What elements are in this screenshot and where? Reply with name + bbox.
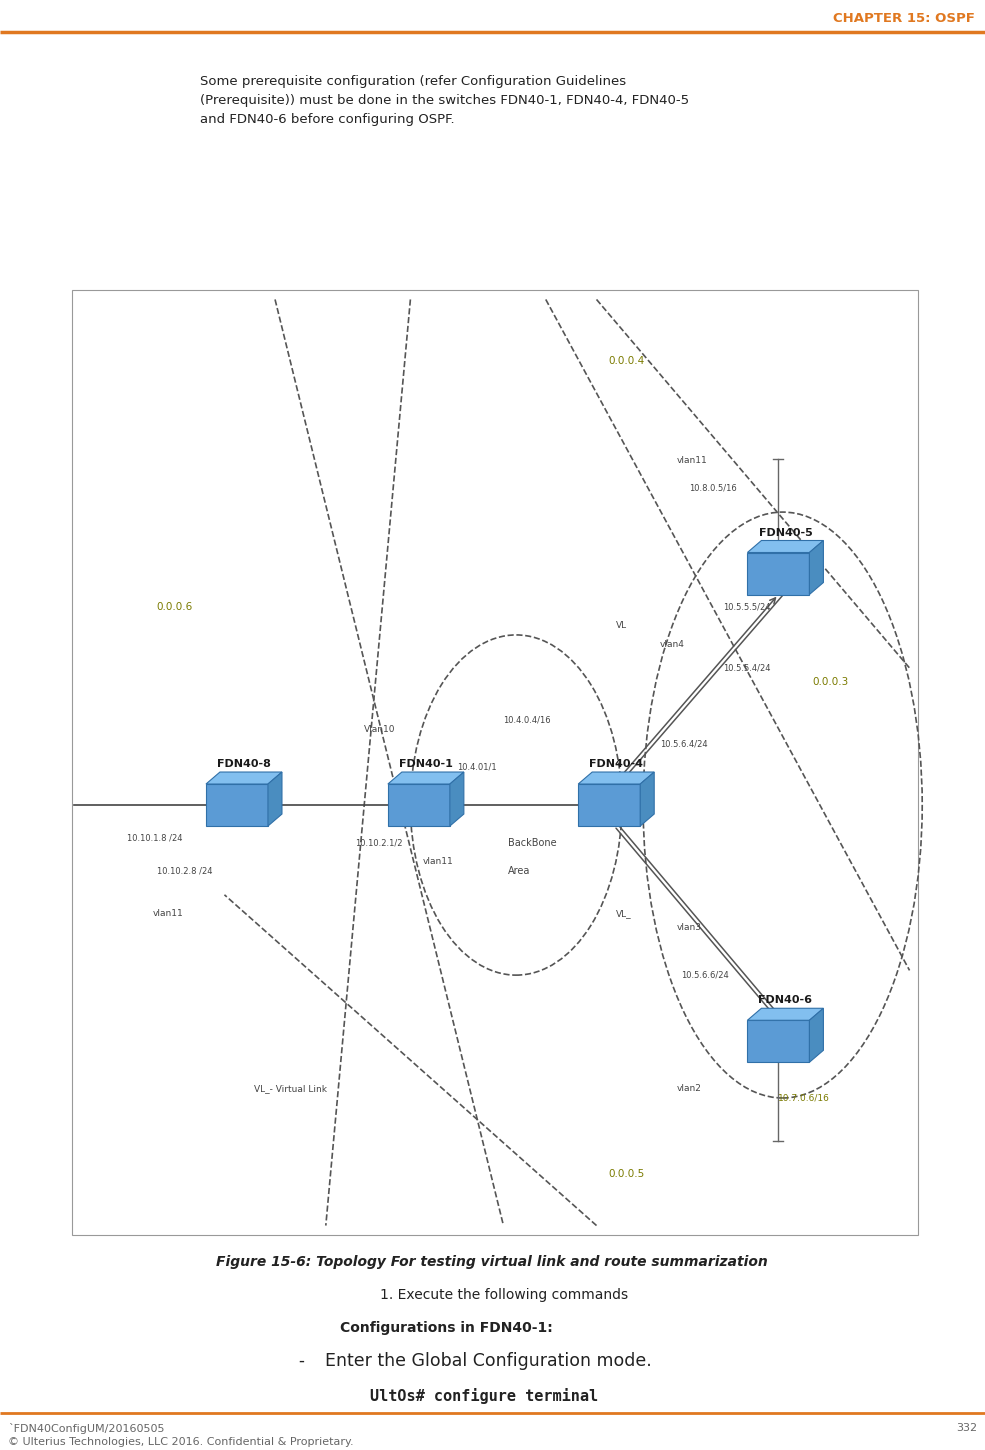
Polygon shape [748,1021,810,1063]
Text: FDN40-5: FDN40-5 [758,528,813,538]
Polygon shape [640,771,654,826]
Text: vlan2: vlan2 [677,1085,701,1093]
Polygon shape [748,552,810,594]
Text: 10.10.1.8 /24: 10.10.1.8 /24 [127,834,182,842]
Text: VL_: VL_ [616,909,631,918]
Text: Enter the Global Configuration mode.: Enter the Global Configuration mode. [325,1351,652,1370]
Text: UltOs# configure terminal: UltOs# configure terminal [370,1388,598,1404]
Text: vlan11: vlan11 [677,455,707,464]
Polygon shape [206,784,268,826]
Text: FDN40-1: FDN40-1 [399,758,453,768]
Text: VL_- Virtual Link: VL_- Virtual Link [254,1085,327,1093]
Text: Vlan10: Vlan10 [363,725,395,734]
Text: CHAPTER 15: OSPF: CHAPTER 15: OSPF [833,12,975,25]
Text: 10.4.01/1: 10.4.01/1 [457,763,496,771]
Text: Some prerequisite configuration (refer Configuration Guidelines
(Prerequisite)) : Some prerequisite configuration (refer C… [200,75,690,126]
Text: 10.5.6.4/24: 10.5.6.4/24 [660,740,707,748]
Text: 10.4.0.4/16: 10.4.0.4/16 [503,715,551,725]
Text: vlan3: vlan3 [677,924,702,932]
Text: 332: 332 [955,1422,977,1433]
Polygon shape [810,541,823,594]
Text: FDN40-6: FDN40-6 [758,995,813,1005]
Polygon shape [388,784,450,826]
Text: 10.7.0.6/16: 10.7.0.6/16 [778,1093,830,1102]
Text: 10.5.5.5/24: 10.5.5.5/24 [723,602,771,610]
Text: FDN40-8: FDN40-8 [217,758,271,768]
Text: vlan11: vlan11 [424,857,454,866]
Text: Area: Area [507,866,530,876]
Text: Configurations in FDN40-1:: Configurations in FDN40-1: [340,1321,553,1335]
Polygon shape [578,784,640,826]
Text: 0.0.0.4: 0.0.0.4 [608,355,644,365]
Text: © Ulterius Technologies, LLC 2016. Confidential & Proprietary.: © Ulterius Technologies, LLC 2016. Confi… [8,1437,354,1447]
Text: FDN40-4: FDN40-4 [589,758,643,768]
Polygon shape [810,1008,823,1063]
Text: 0.0.0.6: 0.0.0.6 [157,602,193,612]
Text: 10.5.6.6/24: 10.5.6.6/24 [681,970,729,980]
Polygon shape [388,771,464,784]
Polygon shape [578,771,654,784]
Text: 10.5.5.4/24: 10.5.5.4/24 [723,664,771,673]
Polygon shape [206,771,282,784]
Polygon shape [450,771,464,826]
Text: 1. Execute the following commands: 1. Execute the following commands [380,1288,628,1302]
Bar [72,290,918,1235]
Text: 0.0.0.3: 0.0.0.3 [813,677,848,687]
Text: -: - [298,1351,304,1370]
Polygon shape [268,771,282,826]
Text: vlan4: vlan4 [660,639,685,650]
Text: BackBone: BackBone [507,838,557,848]
Text: VL: VL [616,621,627,629]
Text: `FDN40ConfigUM/20160505: `FDN40ConfigUM/20160505 [8,1422,164,1434]
Text: 0.0.0.5: 0.0.0.5 [608,1169,644,1179]
Polygon shape [748,541,823,552]
Text: 10.10.2.1/2: 10.10.2.1/2 [356,838,403,847]
Text: Figure 15-6: Topology For testing virtual link and route summarization: Figure 15-6: Topology For testing virtua… [216,1256,768,1269]
Text: 10.8.0.5/16: 10.8.0.5/16 [690,484,738,493]
Text: vlan11: vlan11 [153,909,183,918]
Text: 10.10.2.8 /24: 10.10.2.8 /24 [157,867,212,876]
Polygon shape [748,1008,823,1021]
